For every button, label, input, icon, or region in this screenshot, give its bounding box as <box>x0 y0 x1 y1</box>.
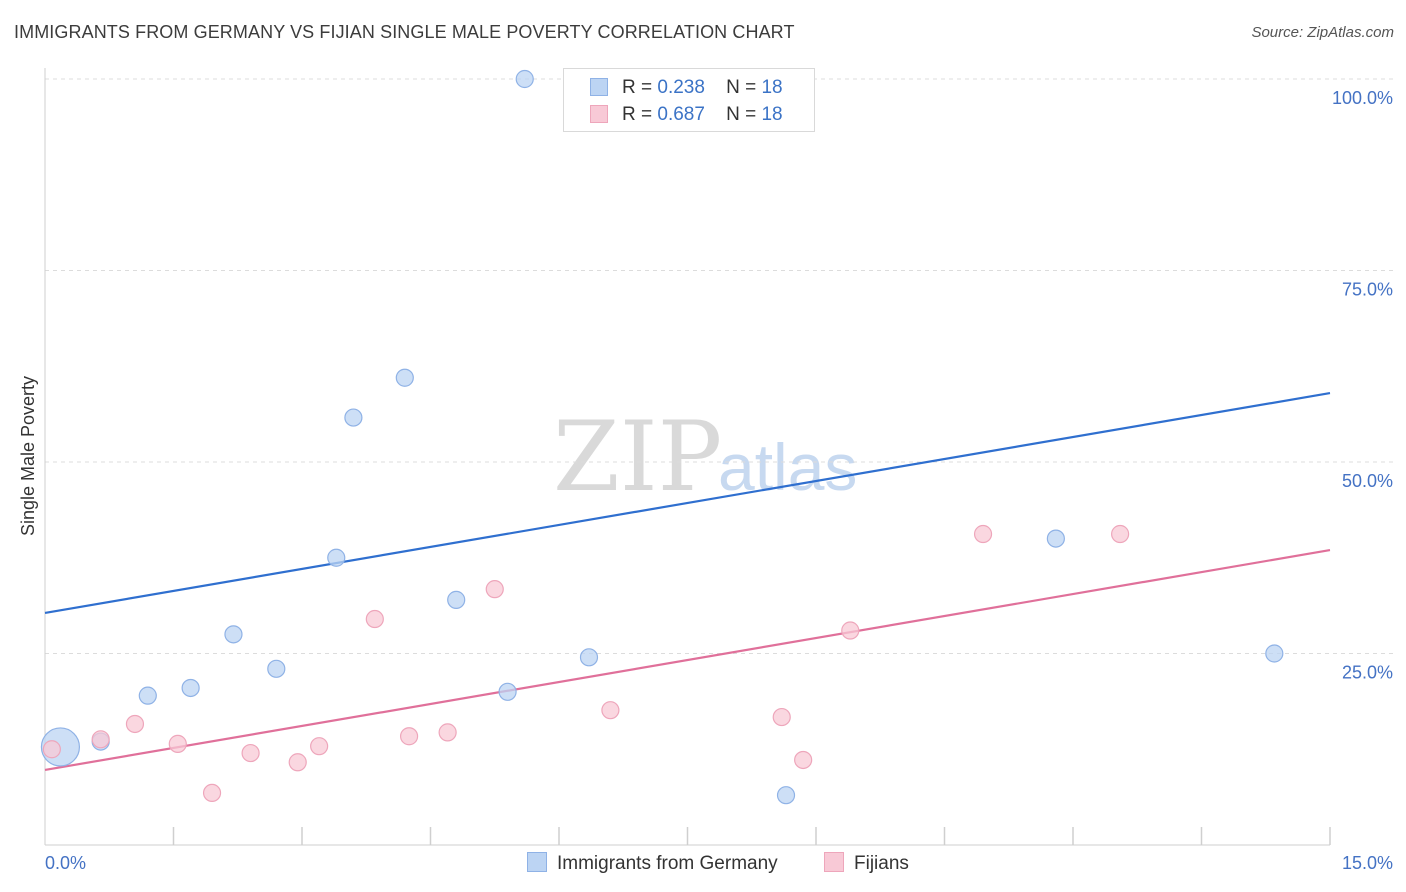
fijians-swatch <box>590 105 608 123</box>
y-axis-label: Single Male Poverty <box>18 376 38 536</box>
point-germany-16 <box>1046 529 1065 548</box>
point-fijians-9 <box>399 727 419 746</box>
legend-n-label: N = <box>726 77 757 98</box>
point-fijians-15 <box>841 621 860 640</box>
data-points <box>40 69 1284 805</box>
grid-lines <box>45 78 1393 654</box>
legend-n-value-fijians: 18 <box>761 104 783 125</box>
source-credit: Source: ZipAtlas.com <box>1251 24 1394 41</box>
point-germany-4 <box>224 625 243 644</box>
legend-r-label: R = <box>622 104 653 125</box>
bottom-legend-fijians: Fijians <box>824 852 909 876</box>
watermark-atlas: atlas <box>718 430 857 504</box>
point-fijians-17 <box>1111 524 1130 544</box>
watermark-zip: ZIP <box>553 401 722 513</box>
point-fijians-8 <box>365 609 384 629</box>
point-germany-6 <box>327 548 346 567</box>
x-tick-label-max: 15.0% <box>1342 853 1393 873</box>
legend-r-label: R = <box>622 77 653 98</box>
legend-r-value-fijians: 0.687 <box>657 104 705 125</box>
point-fijians-10 <box>438 723 457 742</box>
point-germany-9 <box>447 590 466 609</box>
point-fijians-13 <box>772 707 791 727</box>
correlation-legend: R = 0.238 N = 18 R = 0.687 N = 18 <box>563 68 815 132</box>
point-germany-2 <box>138 686 157 705</box>
point-fijians-16 <box>973 524 993 544</box>
point-fijians-12 <box>601 701 620 720</box>
watermark: ZIP atlas <box>553 401 857 513</box>
germany-legend-label: Immigrants from Germany <box>557 853 778 874</box>
point-fijians-3 <box>168 734 187 753</box>
point-germany-8 <box>395 368 414 387</box>
y-tick-label-75: 75.0% <box>1342 280 1393 300</box>
chart-title: IMMIGRANTS FROM GERMANY VS FIJIAN SINGLE… <box>14 22 795 42</box>
trend-line-fijians <box>44 549 1331 772</box>
point-fijians-7 <box>310 737 329 756</box>
point-fijians-6 <box>288 753 307 772</box>
fijians-legend-label: Fijians <box>854 853 909 874</box>
germany-legend-swatch <box>527 852 547 872</box>
point-germany-3 <box>181 678 200 698</box>
trend-lines <box>44 391 1331 772</box>
point-fijians-2 <box>125 714 145 734</box>
point-fijians-0 <box>42 740 61 759</box>
point-germany-12 <box>579 648 599 667</box>
y-tick-label-50: 50.0% <box>1342 471 1393 491</box>
point-germany-10 <box>498 682 517 701</box>
point-fijians-11 <box>485 580 504 599</box>
y-tick-labels: 25.0% 50.0% 75.0% 100.0% <box>1332 88 1393 683</box>
point-germany-11 <box>515 69 534 89</box>
y-tick-label-100: 100.0% <box>1332 88 1393 108</box>
point-fijians-14 <box>794 750 813 770</box>
legend-r-value-germany: 0.238 <box>657 77 705 98</box>
point-fijians-1 <box>91 730 110 749</box>
germany-swatch <box>590 78 608 96</box>
point-germany-7 <box>344 408 363 427</box>
x-tick-label-min: 0.0% <box>45 853 86 873</box>
legend-n-label: N = <box>726 104 757 125</box>
bottom-legend-germany: Immigrants from Germany <box>527 852 778 876</box>
x-ticks <box>172 827 1331 845</box>
legend-n-value-germany: 18 <box>761 77 783 98</box>
y-tick-label-25: 25.0% <box>1342 663 1393 683</box>
trend-line-germany <box>44 391 1331 614</box>
point-germany-5 <box>267 659 286 678</box>
point-germany-17 <box>1265 644 1284 663</box>
point-germany-15 <box>776 786 796 805</box>
point-fijians-5 <box>241 743 260 763</box>
point-fijians-4 <box>202 783 222 803</box>
fijians-legend-swatch <box>824 852 844 872</box>
